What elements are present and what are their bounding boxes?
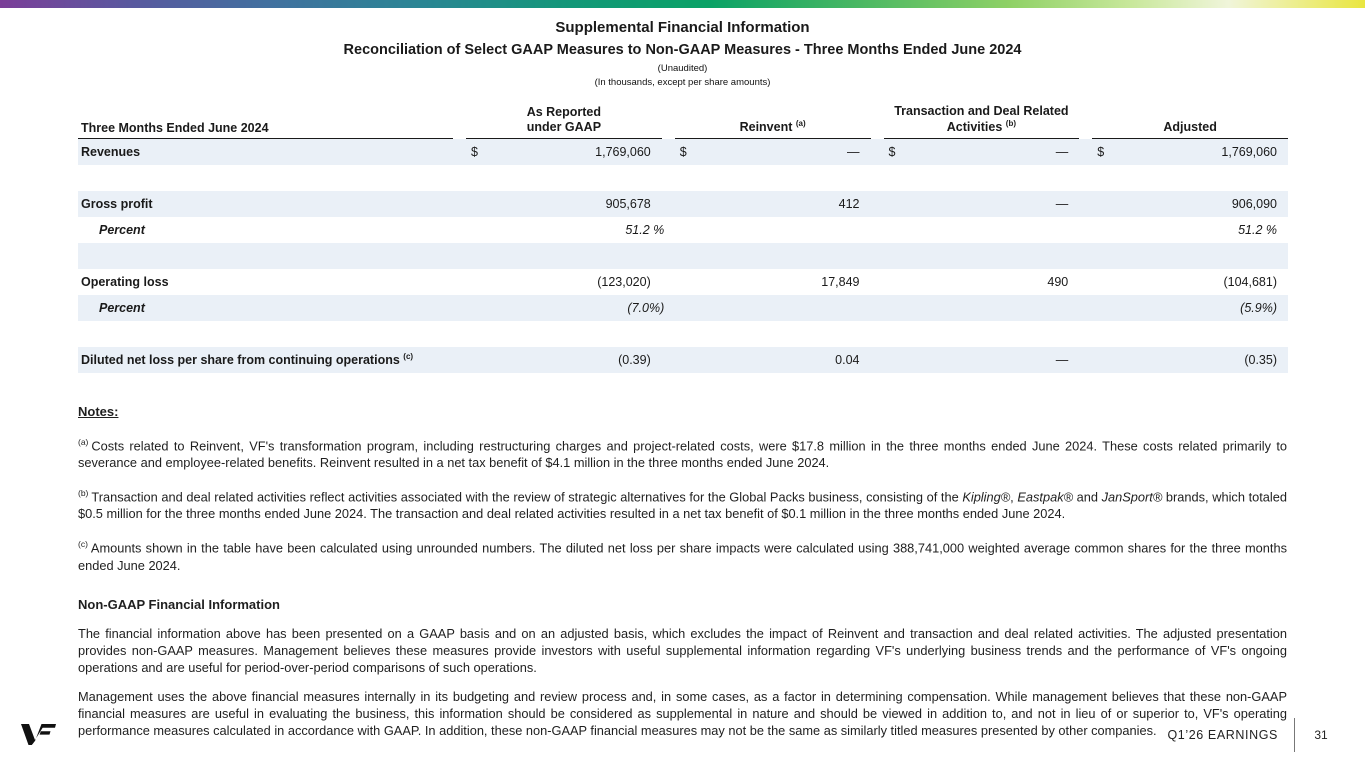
cell-transaction: — [1055, 196, 1069, 211]
row-label: Gross profit [81, 196, 153, 211]
row-label: Percent [99, 222, 145, 237]
page-title: Supplemental Financial Information [555, 19, 810, 36]
table-header-row: Three Months Ended June 2024 As Reported… [78, 104, 1288, 139]
vf-logo [20, 721, 58, 752]
row-label: Percent [99, 300, 145, 315]
page-subtitle: Reconciliation of Select GAAP Measures t… [343, 42, 1022, 58]
cell-gaap: 905,678 [605, 196, 651, 211]
footer: Q1’26 EARNINGS 31 [1167, 718, 1347, 752]
cell-adjusted: $1,769,060 [1097, 144, 1277, 159]
cell-gaap: $1,769,060 [471, 144, 651, 159]
cell-gaap: (7.0%) [627, 300, 665, 315]
table-row-gross-profit: Gross profit 905,678 412 — 906,090 [78, 190, 1288, 217]
cell-gaap: 51.2 % [625, 222, 665, 237]
cell-adjusted: (104,681) [1223, 274, 1277, 289]
cell-reinvent: 412 [838, 196, 860, 211]
column-header-reinvent: Reinvent (a) [674, 119, 871, 139]
currency-symbol: $ [679, 144, 687, 159]
table-row-operating-loss: Operating loss (123,020) 17,849 490 (104… [78, 269, 1288, 295]
note-c: (c) Amounts shown in the table have been … [78, 539, 1287, 573]
table-row-spacer [78, 242, 1288, 269]
non-gaap-paragraph-1: The financial information above has been… [78, 625, 1287, 675]
notes-section: Notes: (a) Costs related to Reinvent, VF'… [78, 403, 1287, 574]
row-label: Revenues [81, 144, 141, 159]
top-gradient-bar [0, 0, 1365, 8]
row-label: Diluted net loss per share from continui… [81, 352, 414, 368]
header: Supplemental Financial Information Recon… [0, 19, 1365, 88]
table-row-spacer [78, 321, 1288, 347]
cell-gaap: (123,020) [597, 274, 651, 289]
column-header-adjusted: Adjusted [1092, 120, 1288, 139]
table-row-diluted-eps: Diluted net loss per share from continui… [78, 346, 1288, 373]
table-row-spacer [78, 165, 1288, 191]
notes-heading: Notes: [78, 403, 119, 419]
earnings-label: Q1’26 EARNINGS [1167, 728, 1278, 742]
cell-reinvent: $ — [679, 144, 860, 159]
cell-adjusted: (5.9%) [1240, 300, 1277, 315]
footer-divider [1294, 718, 1295, 752]
note-b: (b) Transaction and deal related activiti… [78, 488, 1287, 522]
unaudited-note: (Unaudited) [657, 63, 708, 75]
column-header-as-reported: As Reported under GAAP [466, 105, 662, 139]
row-label: Operating loss [81, 274, 169, 289]
reconciliation-table: Three Months Ended June 2024 As Reported… [78, 104, 1288, 373]
cell-gaap: (0.39) [618, 352, 651, 367]
cell-adjusted: 51.2 % [1238, 222, 1277, 237]
page-number: 31 [1314, 728, 1328, 742]
table-row-gross-percent: Percent 51.2 % 51.2 % [78, 217, 1288, 243]
table-row-operating-percent: Percent (7.0%) (5.9%) [78, 294, 1288, 321]
cell-transaction: — [1055, 352, 1069, 367]
cell-adjusted: (0.35) [1244, 352, 1277, 367]
currency-symbol: $ [1097, 144, 1105, 159]
note-a: (a) Costs related to Reinvent, VF's trans… [78, 436, 1287, 471]
currency-symbol: $ [888, 144, 896, 159]
cell-transaction: 490 [1047, 274, 1069, 289]
column-header-period: Three Months Ended June 2024 [78, 121, 453, 139]
table-row-revenues: Revenues $1,769,060 $ — $ — $1,769,060 [78, 138, 1288, 165]
currency-symbol: $ [471, 144, 478, 159]
cell-reinvent: 17,849 [821, 274, 860, 289]
non-gaap-heading: Non-GAAP Financial Information [78, 596, 280, 612]
cell-reinvent: 0.04 [835, 352, 860, 367]
non-gaap-paragraph-2: Management uses the above financial meas… [78, 688, 1287, 738]
cell-adjusted: 906,090 [1231, 196, 1277, 211]
units-note: (In thousands, except per share amounts) [594, 76, 771, 88]
vf-logo-icon [21, 724, 56, 745]
cell-transaction: $ — [888, 144, 1069, 159]
non-gaap-section: Non-GAAP Financial Information The finan… [78, 596, 1287, 739]
column-header-transaction: Transaction and Deal Related Activities … [883, 104, 1080, 139]
